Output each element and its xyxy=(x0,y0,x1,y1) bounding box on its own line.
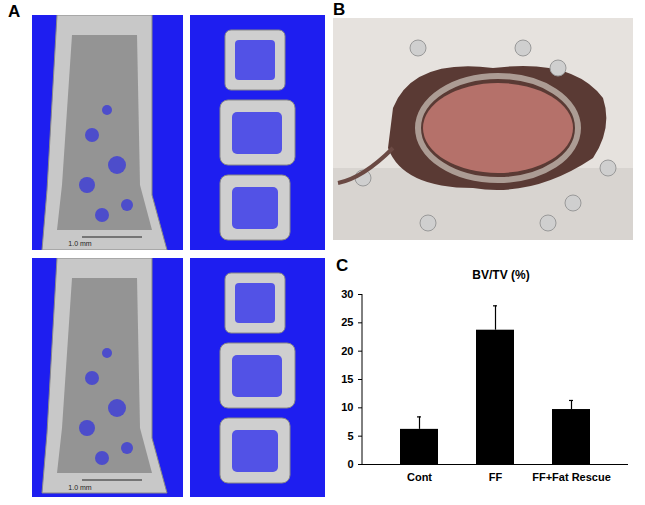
html-text:A: A xyxy=(8,2,21,21)
svg-text:FF+Fat Rescue: FF+Fat Rescue xyxy=(532,471,611,483)
svg-text:25: 25 xyxy=(341,316,353,328)
svg-text:FF: FF xyxy=(489,471,503,483)
svg-text:20: 20 xyxy=(341,345,353,357)
html-text:B: B xyxy=(333,0,346,19)
html-text:BV/TV (%): BV/TV (%) xyxy=(472,268,530,282)
svg-text:15: 15 xyxy=(341,373,353,385)
html-text:1.0 mm: 1.0 mm xyxy=(68,240,92,247)
svg-text:30: 30 xyxy=(341,288,353,300)
html-text:1.0 mm: 1.0 mm xyxy=(68,484,92,491)
html-text:C: C xyxy=(336,256,349,275)
svg-text:10: 10 xyxy=(341,401,353,413)
svg-text:Cont: Cont xyxy=(407,471,432,483)
svg-text:0: 0 xyxy=(347,458,353,470)
svg-text:5: 5 xyxy=(347,430,353,442)
